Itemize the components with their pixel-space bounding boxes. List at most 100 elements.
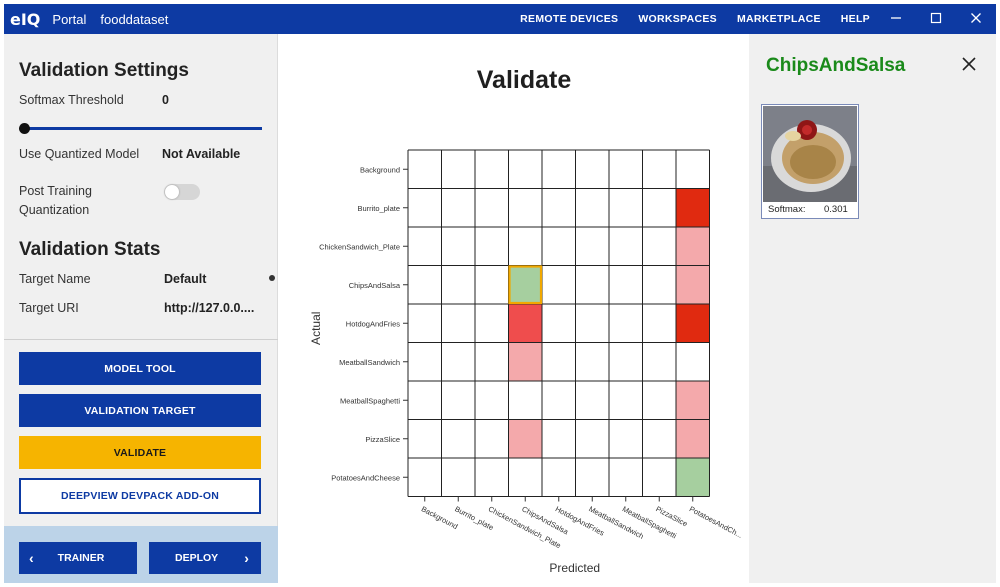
heatmap-cell[interactable] (676, 419, 710, 459)
heatmap-cell[interactable] (609, 304, 643, 343)
heatmap-cell[interactable] (575, 150, 610, 189)
minimize-icon[interactable] (876, 11, 916, 27)
heatmap-cell[interactable] (475, 342, 509, 382)
validation-target-button[interactable]: VALIDATION TARGET (19, 394, 261, 427)
sample-thumbnail[interactable]: Softmax: 0.301 (761, 104, 859, 219)
heatmap-cell[interactable] (441, 304, 476, 343)
heatmap-cell[interactable] (642, 419, 677, 459)
heatmap-cell[interactable] (642, 304, 677, 343)
heatmap-cell[interactable] (441, 381, 476, 420)
validate-button[interactable]: VALIDATE (19, 436, 261, 469)
heatmap-cell[interactable] (542, 342, 576, 382)
heatmap-cell[interactable] (408, 227, 442, 266)
heatmap-cell[interactable] (676, 227, 710, 266)
heatmap-cell[interactable] (609, 419, 643, 459)
heatmap-cell[interactable] (642, 150, 677, 189)
heatmap-cell[interactable] (542, 419, 576, 459)
close-icon[interactable] (961, 52, 977, 78)
heatmap-cell[interactable] (642, 381, 677, 420)
portal-label[interactable]: Portal (52, 11, 87, 27)
heatmap-cell[interactable] (676, 304, 710, 343)
heatmap-cell[interactable] (642, 342, 677, 382)
heatmap-cell[interactable] (676, 265, 710, 305)
heatmap-cell[interactable] (441, 150, 476, 189)
heatmap-cell[interactable] (575, 265, 610, 305)
heatmap-cell[interactable] (408, 188, 442, 228)
heatmap-cell[interactable] (508, 150, 543, 189)
heatmap-cell[interactable] (575, 419, 610, 459)
heatmap-cell[interactable] (609, 150, 643, 189)
heatmap-cell[interactable] (609, 342, 643, 382)
heatmap-cell[interactable] (441, 458, 476, 497)
model-tool-button[interactable]: MODEL TOOL (19, 352, 261, 385)
heatmap-cell[interactable] (441, 342, 476, 382)
heatmap-cell[interactable] (609, 188, 643, 228)
maximize-icon[interactable] (916, 11, 956, 27)
heatmap-cell[interactable] (676, 188, 710, 228)
heatmap-cell[interactable] (575, 342, 610, 382)
nav-workspaces[interactable]: WORKSPACES (638, 13, 717, 25)
heatmap-cell[interactable] (575, 381, 610, 420)
heatmap-cell[interactable] (575, 304, 610, 343)
softmax-slider-handle[interactable] (19, 123, 30, 134)
heatmap-cell[interactable] (642, 265, 677, 305)
heatmap-cell[interactable] (609, 458, 643, 497)
heatmap-cell[interactable] (642, 227, 677, 266)
heatmap-cell[interactable] (609, 381, 643, 420)
heatmap-cell[interactable] (475, 150, 509, 189)
heatmap-cell[interactable] (408, 304, 442, 343)
heatmap-cell[interactable] (408, 265, 442, 305)
heatmap-cell[interactable] (408, 381, 442, 420)
heatmap-cell[interactable] (542, 381, 576, 420)
heatmap-cell[interactable] (441, 419, 476, 459)
heatmap-cell[interactable] (475, 188, 509, 228)
heatmap-cell[interactable] (676, 342, 710, 382)
softmax-slider-track[interactable] (24, 127, 262, 130)
heatmap-cell[interactable] (475, 458, 509, 497)
heatmap-cell[interactable] (441, 227, 476, 266)
nav-remote-devices[interactable]: REMOTE DEVICES (520, 13, 619, 25)
heatmap-cell[interactable] (508, 458, 543, 497)
heatmap-cell[interactable] (542, 458, 576, 497)
heatmap-cell[interactable] (542, 304, 576, 343)
heatmap-cell[interactable] (408, 342, 442, 382)
nav-marketplace[interactable]: MARKETPLACE (736, 13, 821, 25)
heatmap-cell[interactable] (508, 304, 543, 343)
heatmap-cell[interactable] (475, 304, 509, 343)
deepview-devpack-button[interactable]: DEEPVIEW DEVPACK ADD-ON (19, 478, 261, 514)
heatmap-cell[interactable] (508, 188, 543, 228)
nav-help[interactable]: HELP (840, 13, 870, 25)
heatmap-cell[interactable] (408, 419, 442, 459)
heatmap-cell[interactable] (475, 265, 509, 305)
heatmap-cell[interactable] (508, 342, 543, 382)
heatmap-cell[interactable] (542, 150, 576, 189)
heatmap-cell[interactable] (609, 265, 643, 305)
heatmap-cell[interactable] (642, 458, 677, 497)
heatmap-cell[interactable] (676, 458, 710, 497)
heatmap-cell[interactable] (642, 188, 677, 228)
heatmap-cell[interactable] (609, 227, 643, 266)
heatmap-cell[interactable] (575, 188, 610, 228)
heatmap-cell[interactable] (408, 458, 442, 497)
heatmap-cell[interactable] (508, 419, 543, 459)
heatmap-cell[interactable] (475, 381, 509, 420)
eiq-logo[interactable]: eIQ (10, 9, 41, 29)
heatmap-cell[interactable] (408, 150, 442, 189)
heatmap-cell[interactable] (508, 265, 543, 305)
heatmap-cell[interactable] (508, 381, 543, 420)
heatmap-cell[interactable] (542, 265, 576, 305)
deploy-button[interactable]: DEPLOY › (149, 542, 261, 574)
heatmap-cell[interactable] (475, 419, 509, 459)
ptq-toggle[interactable] (164, 184, 200, 200)
heatmap-cell[interactable] (676, 150, 710, 189)
heatmap-cell[interactable] (475, 227, 509, 266)
heatmap-cell[interactable] (542, 227, 576, 266)
heatmap-cell[interactable] (542, 188, 576, 228)
heatmap-cell[interactable] (441, 265, 476, 305)
heatmap-cell[interactable] (441, 188, 476, 228)
heatmap-cell[interactable] (508, 227, 543, 266)
heatmap-cell[interactable] (676, 381, 710, 420)
heatmap-cell[interactable] (575, 227, 610, 266)
project-name[interactable]: fooddataset (100, 11, 169, 27)
close-icon[interactable] (956, 11, 996, 27)
